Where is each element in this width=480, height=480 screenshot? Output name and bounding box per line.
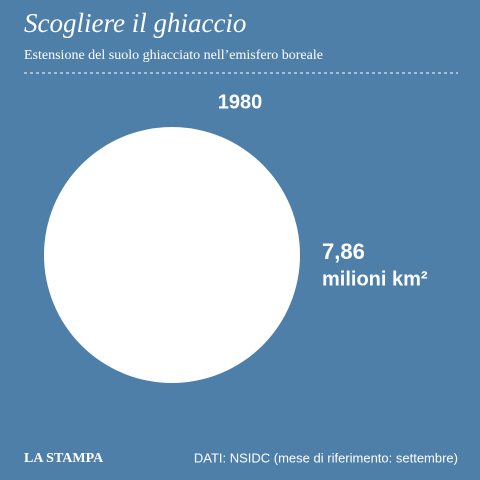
chart-title: Scogliere il ghiaccio (24, 8, 246, 38)
bubble (43, 126, 301, 384)
brand: LA STAMPA (24, 451, 104, 466)
source: DATI: NSIDC (mese di riferimento: settem… (194, 450, 458, 465)
value-label: 7,86 (322, 239, 365, 264)
year-label: 1980 (218, 91, 263, 113)
unit-label: milioni km² (322, 268, 428, 290)
chart-subtitle: Estensione del suolo ghiacciato nell’emi… (24, 48, 323, 63)
